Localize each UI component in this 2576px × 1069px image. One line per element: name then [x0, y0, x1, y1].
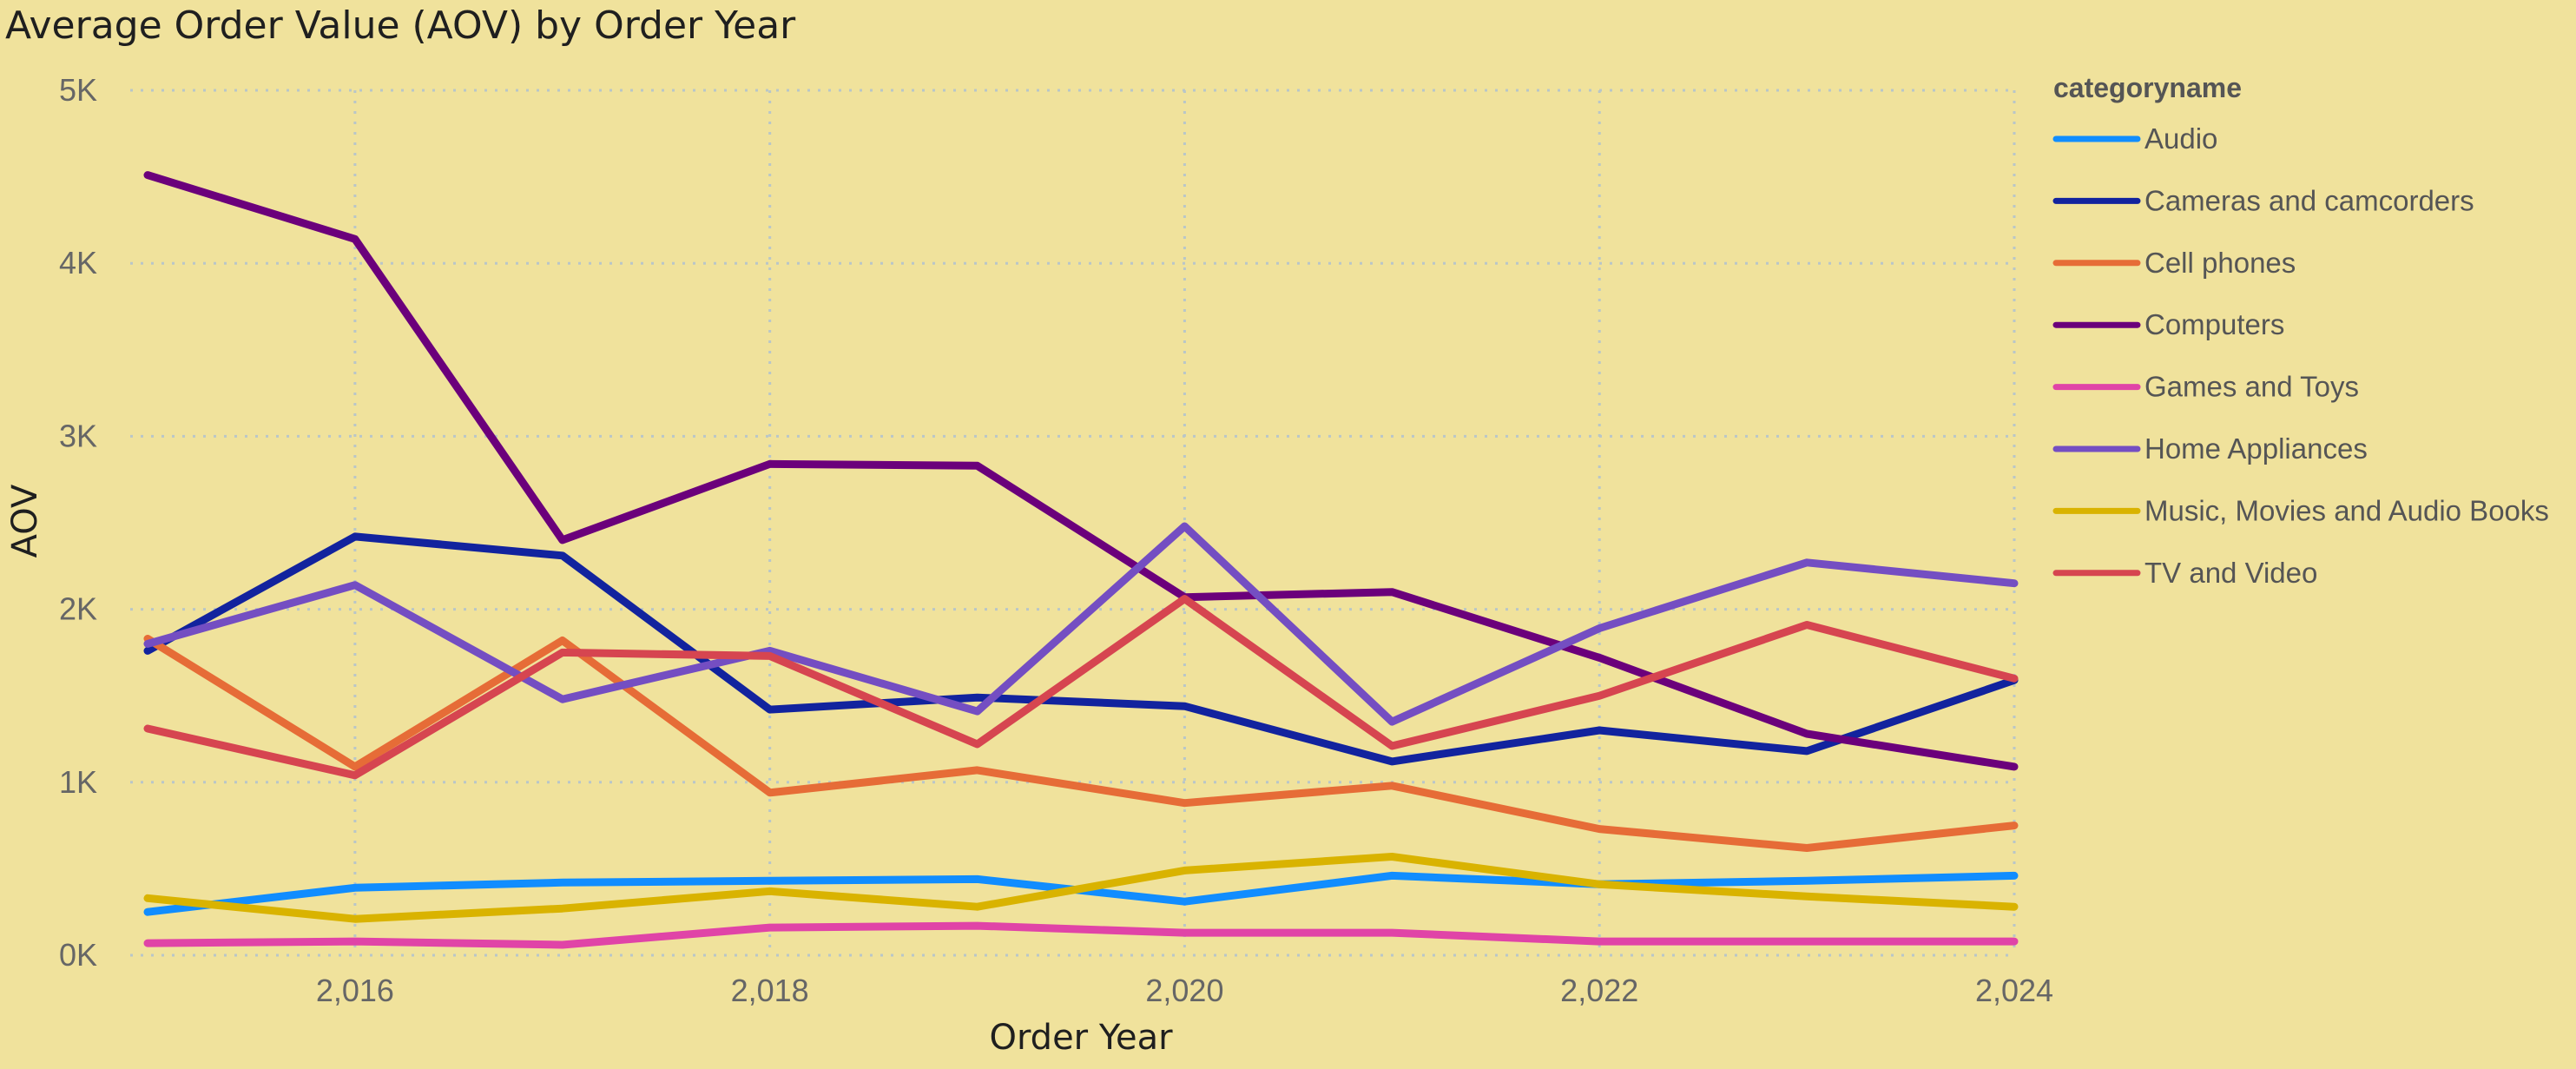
y-axis-title: AOV: [5, 484, 45, 558]
x-axis-title: Order Year: [989, 1018, 1173, 1058]
legend-item-label[interactable]: Cell phones: [2144, 247, 2296, 279]
y-tick-label: 4K: [59, 245, 97, 280]
series-line-computers[interactable]: [143, 171, 2019, 771]
series-line-cameras-and-camcorders[interactable]: [143, 532, 2019, 766]
legend-item-label[interactable]: Music, Movies and Audio Books: [2144, 494, 2549, 526]
legend: categoryname Audio Cameras and camcorders…: [2052, 72, 2549, 589]
y-tick-label: 3K: [59, 418, 97, 453]
legend-item-label[interactable]: Computers: [2144, 308, 2284, 340]
y-tick-label: 2K: [59, 591, 97, 627]
x-tick-label: 2,018: [731, 973, 809, 1008]
series-line-music-movies-and-audio-books[interactable]: [143, 853, 2019, 923]
x-tick-label: 2,020: [1145, 973, 1223, 1008]
legend-item-label[interactable]: Games and Toys: [2144, 371, 2359, 403]
x-tick-label: 2,024: [1975, 973, 2053, 1008]
x-axis-ticks: 2,016 2,018 2,020 2,022 2,024: [316, 973, 2053, 1008]
y-tick-label: 0K: [59, 937, 97, 973]
series-line-home-appliances[interactable]: [143, 522, 2019, 726]
series-line-cell-phones[interactable]: [143, 635, 2019, 852]
series-lines: [143, 171, 2019, 949]
x-tick-label: 2,022: [1560, 973, 1638, 1008]
series-line-games-and-toys[interactable]: [143, 921, 2019, 949]
y-tick-label: 5K: [59, 72, 97, 108]
chart-title: Average Order Value (AOV) by Order Year: [5, 3, 796, 48]
x-tick-label: 2,016: [316, 973, 394, 1008]
y-tick-label: 1K: [59, 764, 97, 800]
legend-item-label[interactable]: Home Appliances: [2144, 432, 2368, 465]
series-line-tv-and-video[interactable]: [143, 595, 2019, 780]
gridlines: [130, 89, 2016, 957]
legend-item-label[interactable]: Cameras and camcorders: [2144, 184, 2474, 216]
legend-title: categoryname: [2053, 72, 2242, 103]
legend-item-label[interactable]: Audio: [2144, 122, 2217, 155]
legend-item-label[interactable]: TV and Video: [2144, 557, 2317, 589]
y-axis-ticks: 0K 1K 2K 3K 4K 5K: [59, 72, 97, 973]
